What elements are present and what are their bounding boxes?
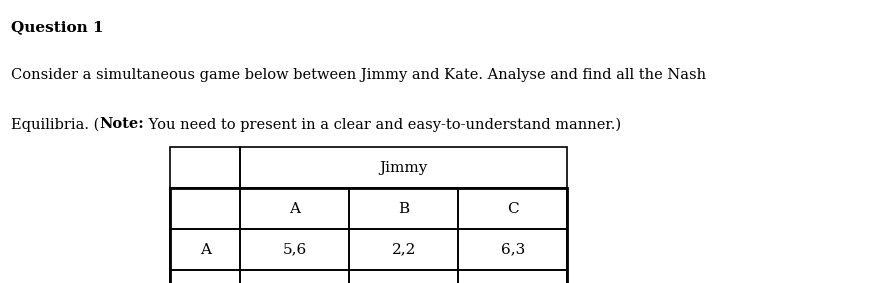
Text: B: B <box>398 202 409 216</box>
Bar <box>170 147 240 188</box>
Text: Equilibria. (: Equilibria. ( <box>11 117 100 132</box>
Text: You need to present in a clear and easy-to-understand manner.): You need to present in a clear and easy-… <box>144 117 622 132</box>
Text: 5,6: 5,6 <box>283 243 306 257</box>
Bar <box>349 270 458 283</box>
Bar <box>170 270 240 283</box>
Bar <box>170 188 240 229</box>
Bar <box>458 270 567 283</box>
Bar <box>240 188 349 229</box>
Bar <box>349 188 458 229</box>
Text: A: A <box>200 243 210 257</box>
Bar <box>458 188 567 229</box>
Bar <box>240 270 349 283</box>
Text: Jimmy: Jimmy <box>380 161 428 175</box>
Text: Note:: Note: <box>100 117 144 131</box>
Bar <box>170 188 567 283</box>
Bar <box>170 229 240 270</box>
Text: A: A <box>289 202 300 216</box>
Bar <box>240 229 349 270</box>
Bar <box>349 229 458 270</box>
Text: Question 1: Question 1 <box>11 20 104 34</box>
Text: 6,3: 6,3 <box>501 243 525 257</box>
Text: Consider a simultaneous game below between Jimmy and Kate. Analyse and find all : Consider a simultaneous game below betwe… <box>11 68 706 82</box>
Bar <box>458 229 567 270</box>
Text: 2,2: 2,2 <box>392 243 416 257</box>
Text: C: C <box>507 202 519 216</box>
Bar <box>240 147 567 188</box>
